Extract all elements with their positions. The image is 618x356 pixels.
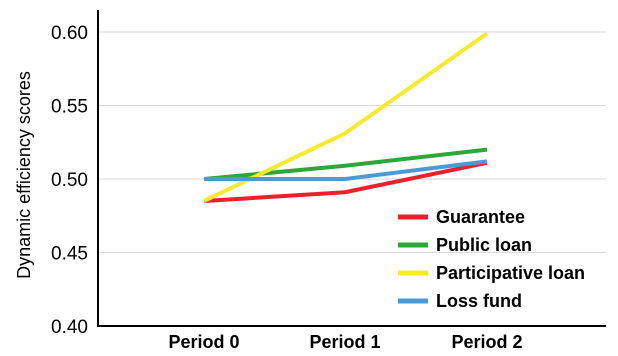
y-tick-label: 0.40 [51, 317, 88, 338]
y-axis-label: Dynamic efficiency scores [14, 71, 34, 279]
grid-layer [98, 31, 606, 253]
legend-label-public-loan: Public loan [436, 235, 532, 255]
axis-layer [97, 10, 606, 327]
y-tick-label: 0.50 [51, 170, 88, 191]
x-tick-labels: Period 0 Period 1 Period 2 [168, 332, 522, 352]
legend-label-guarantee: Guarantee [436, 207, 525, 227]
legend: Guarantee Public loan Participative loan Lo… [398, 207, 585, 311]
series-line-loss-fund [204, 159, 488, 181]
legend-label-participative-loan: Participative loan [436, 263, 585, 283]
series-layer [203, 31, 489, 204]
y-tick-label: 0.55 [51, 97, 88, 118]
y-tick-label: 0.45 [51, 244, 88, 265]
series-line-guarantee [203, 160, 488, 204]
legend-label-loss-fund: Loss fund [436, 291, 522, 311]
series-line-public-loan [203, 147, 488, 181]
y-tick-labels: 0.40 0.45 0.50 0.55 0.60 [51, 23, 88, 338]
y-tick-label: 0.60 [51, 23, 88, 44]
x-tick-label: Period 1 [309, 332, 380, 352]
x-tick-label: Period 0 [168, 332, 239, 352]
x-tick-label: Period 2 [451, 332, 522, 352]
